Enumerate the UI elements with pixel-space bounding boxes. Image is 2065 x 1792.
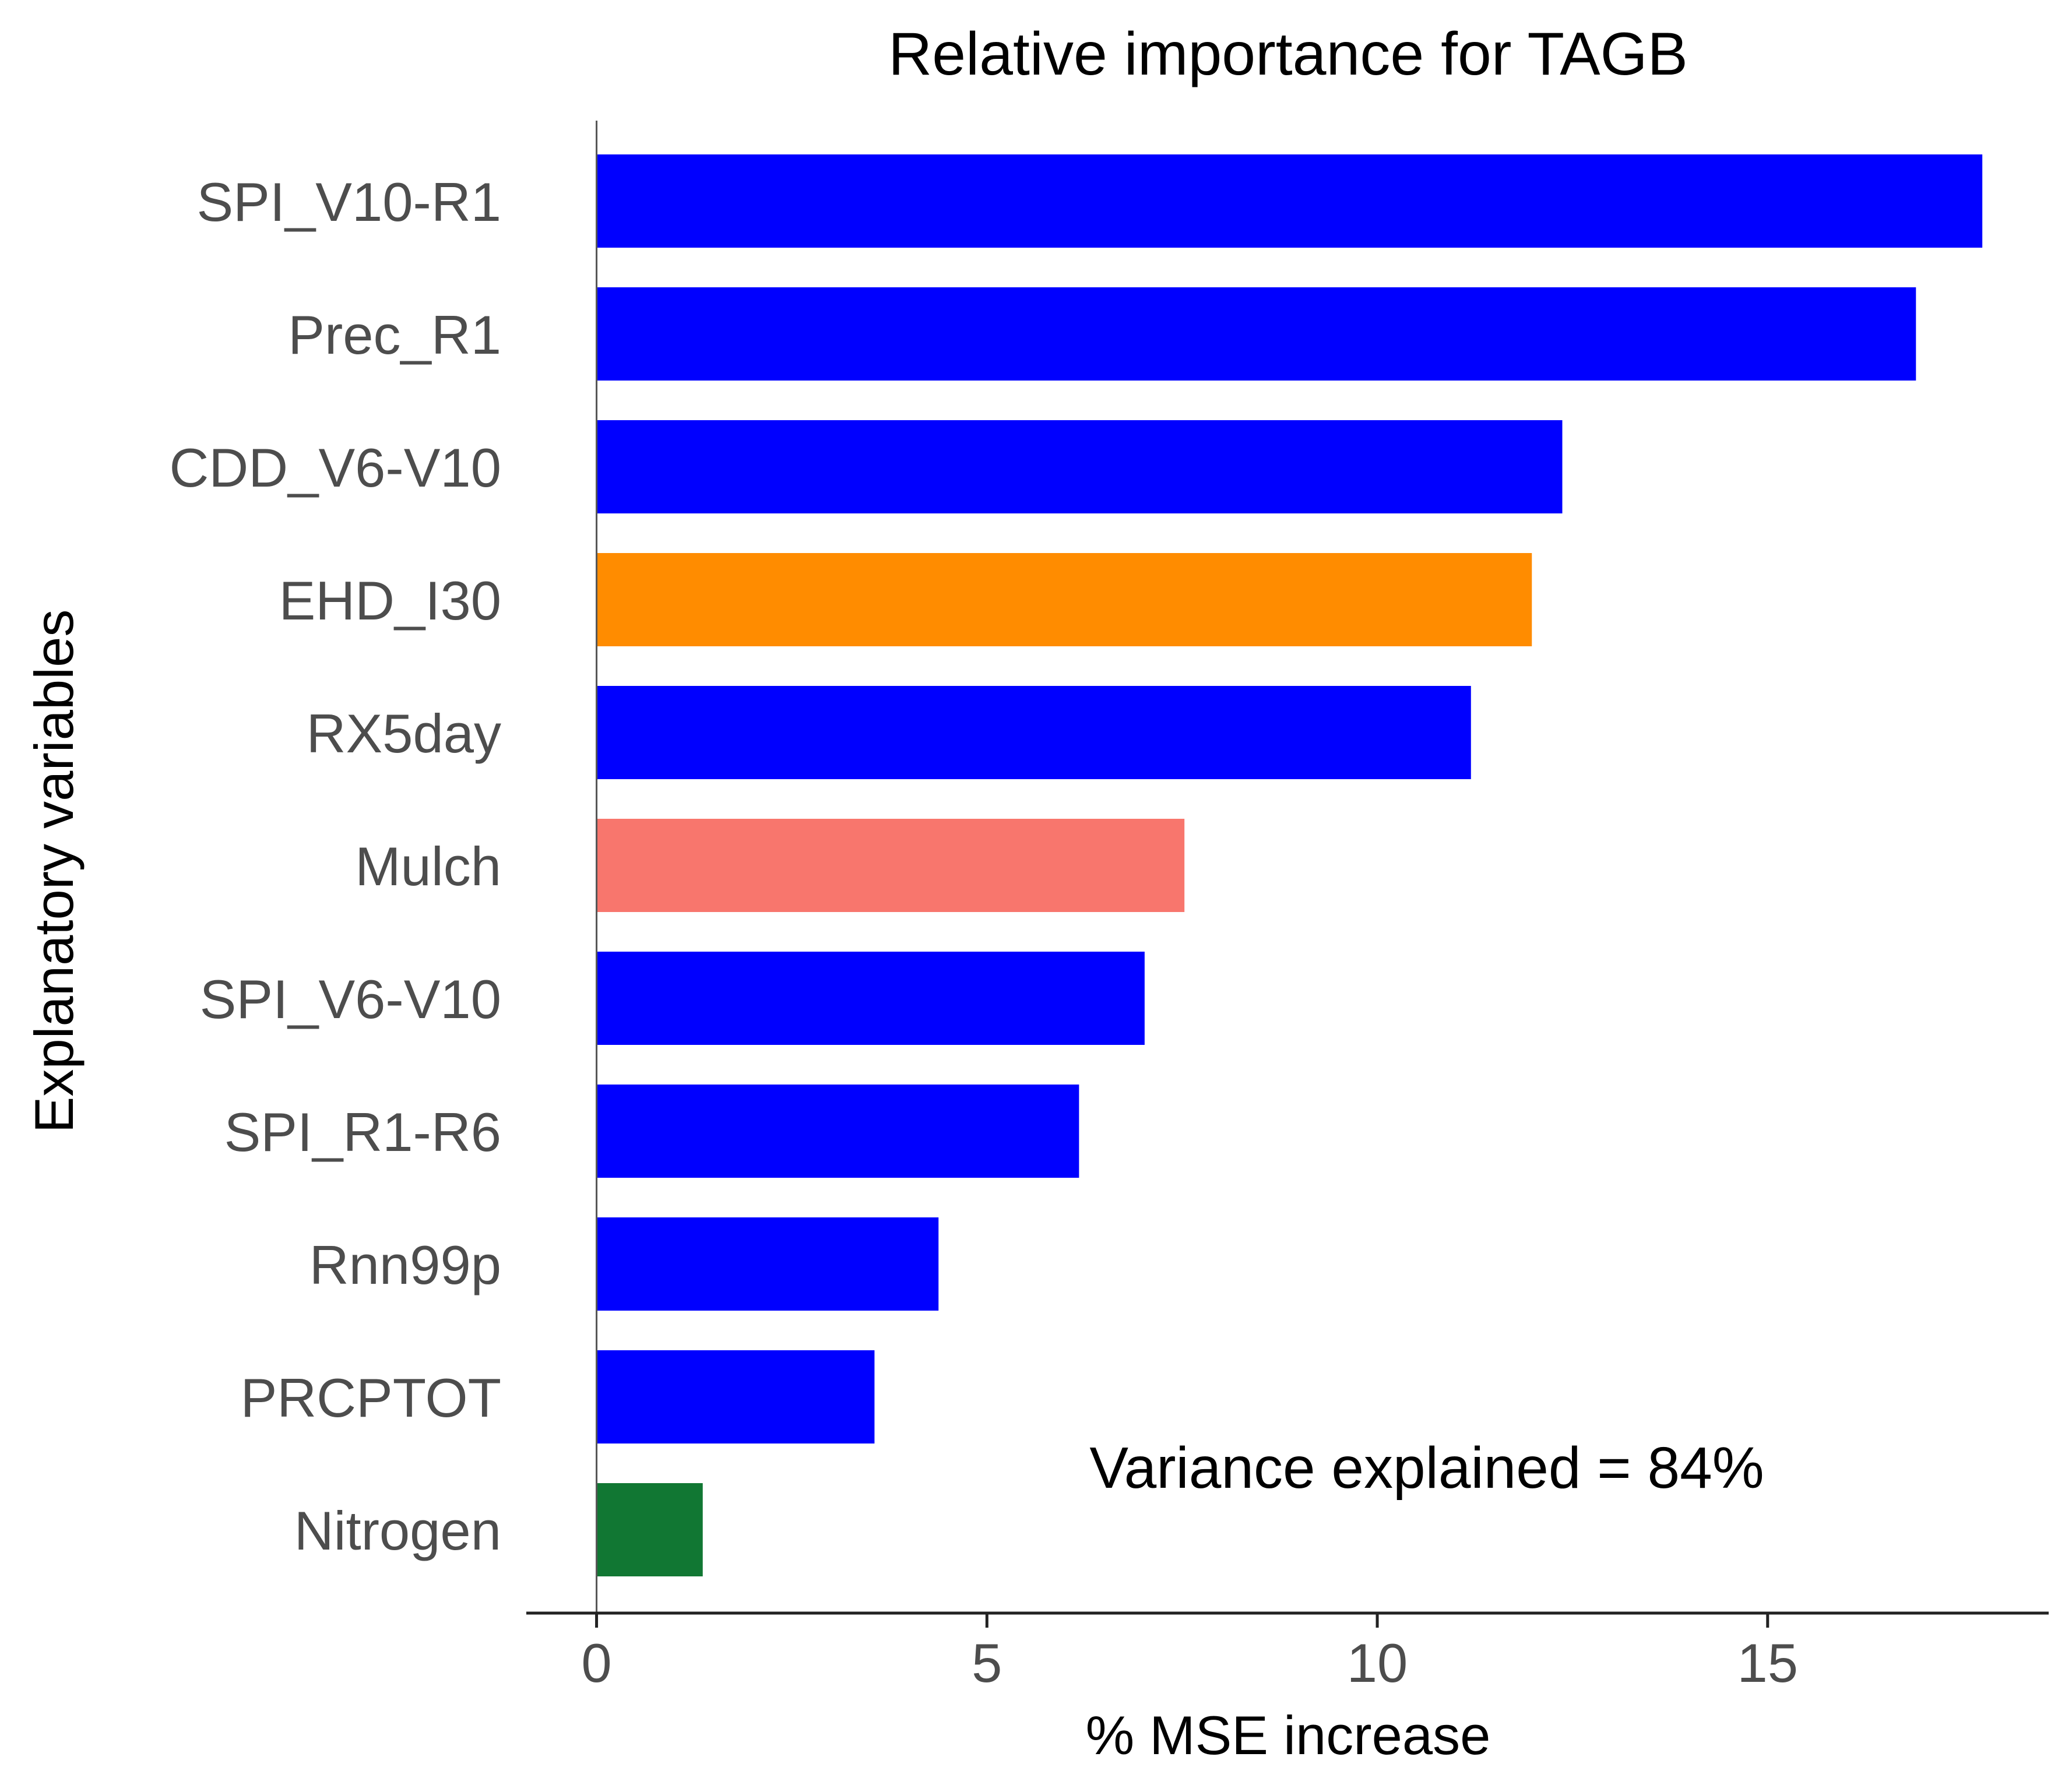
- category-label: Nitrogen: [294, 1500, 501, 1561]
- axes: 0 5 10 15: [526, 121, 2049, 1694]
- bar-spi-v10-r1: [596, 154, 1983, 248]
- bar-cdd-v6-v10: [596, 420, 1563, 513]
- category-label: PRCPTOT: [241, 1367, 501, 1428]
- category-label: SPI_V10-R1: [196, 171, 501, 233]
- category-label: CDD_V6-V10: [170, 437, 501, 498]
- x-tick-label: 15: [1737, 1632, 1799, 1694]
- y-axis-label: Explanatory variables: [23, 610, 85, 1133]
- category-label: RX5day: [307, 703, 501, 764]
- category-label: EHD_I30: [279, 570, 501, 631]
- x-tick-label: 10: [1347, 1632, 1408, 1694]
- variance-explained-annotation: Variance explained = 84%: [1089, 1435, 1764, 1501]
- category-label: Rnn99p: [309, 1234, 501, 1295]
- x-tick-label: 0: [581, 1632, 611, 1694]
- category-label: SPI_R1-R6: [224, 1101, 501, 1163]
- category-label: Mulch: [355, 836, 501, 897]
- category-label: SPI_V6-V10: [200, 969, 501, 1030]
- bar-spi-v6-v10: [596, 952, 1145, 1045]
- chart-title: Relative importance for TAGB: [888, 20, 1688, 88]
- category-label: Prec_R1: [288, 304, 501, 365]
- bar-rx5day: [596, 686, 1471, 779]
- bar-spi-r1-r6: [596, 1085, 1079, 1178]
- bar-rnn99p: [596, 1217, 939, 1311]
- bar-ehd-i30: [596, 553, 1532, 646]
- bars-layer: [596, 154, 1983, 1576]
- bar-nitrogen: [596, 1483, 703, 1576]
- bar-prcptot: [596, 1350, 875, 1444]
- x-axis-label: % MSE increase: [1086, 1705, 1491, 1766]
- x-tick-label: 5: [972, 1632, 1002, 1694]
- bar-mulch: [596, 819, 1185, 912]
- bar-prec-r1: [596, 287, 1916, 381]
- category-labels: SPI_V10-R1 Prec_R1 CDD_V6-V10 EHD_I30 RX5day…: [170, 171, 501, 1561]
